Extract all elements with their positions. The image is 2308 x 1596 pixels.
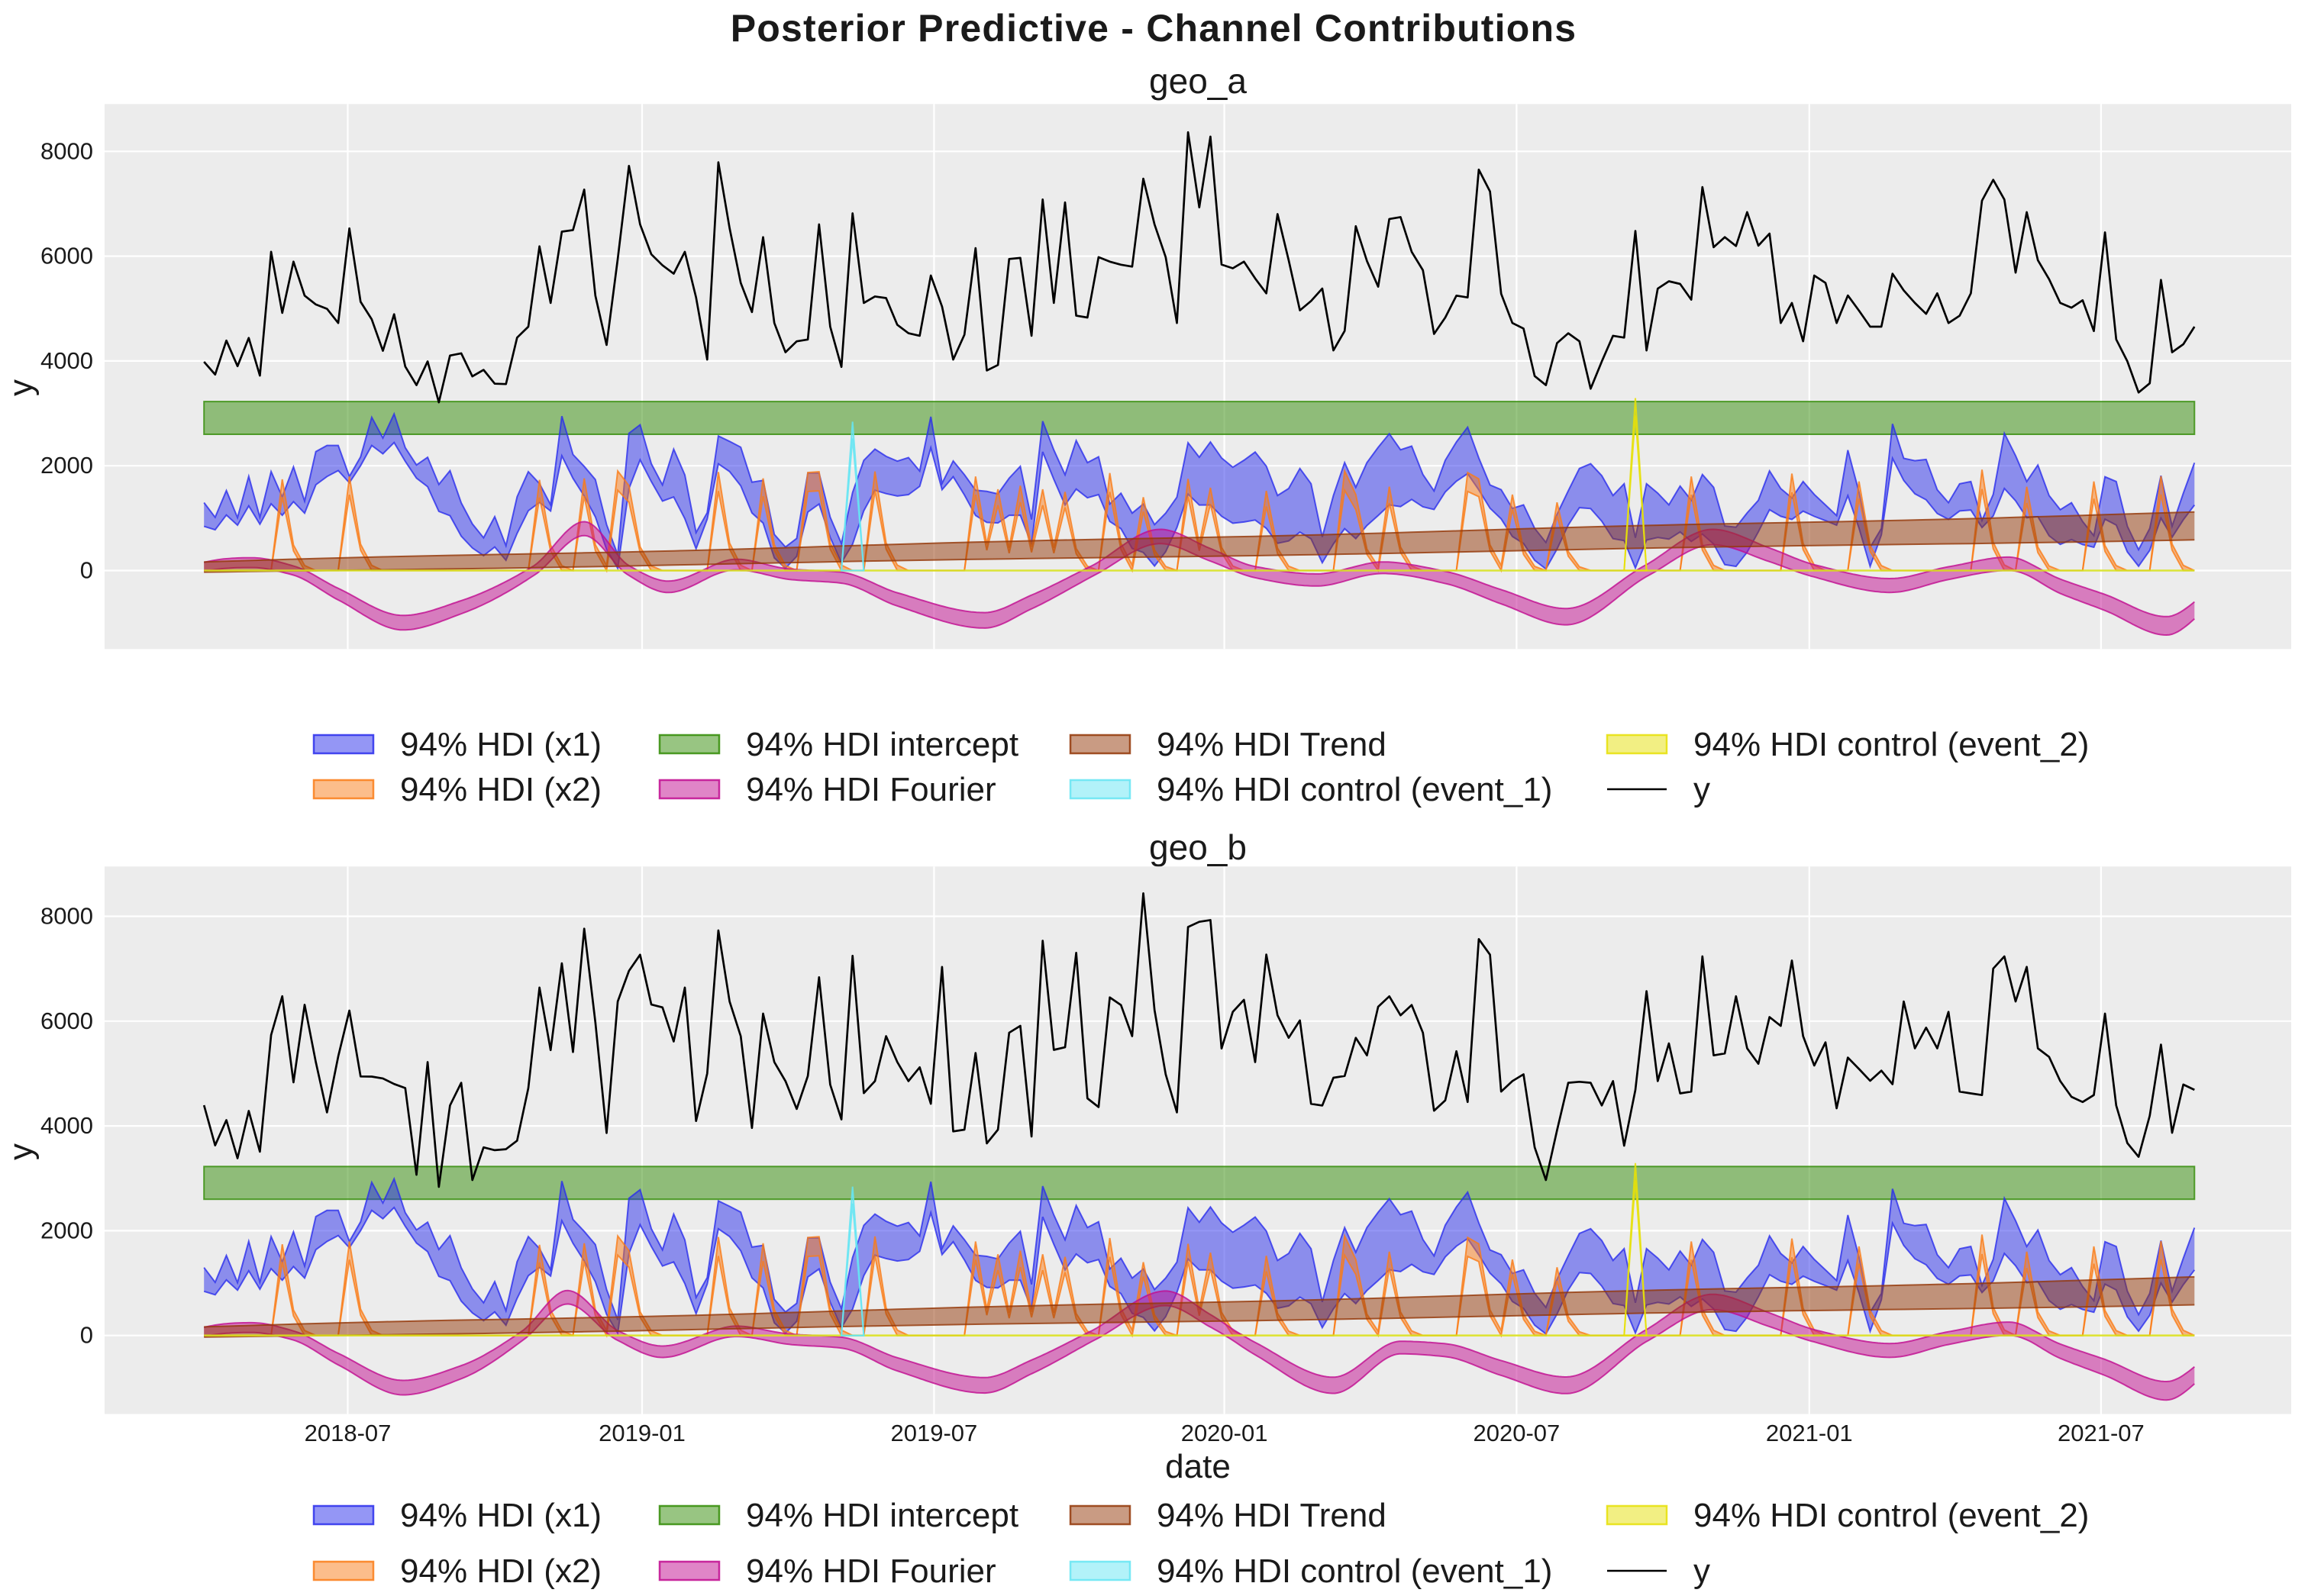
svg-text:y: y (2, 379, 40, 396)
svg-text:0: 0 (80, 557, 93, 584)
svg-text:2021-07: 2021-07 (2058, 1420, 2145, 1446)
svg-text:2000: 2000 (40, 452, 93, 479)
svg-text:94% HDI control (event_1): 94% HDI control (event_1) (1157, 771, 1552, 808)
svg-text:4000: 4000 (40, 1112, 93, 1139)
svg-text:2020-01: 2020-01 (1181, 1420, 1268, 1446)
svg-text:Posterior Predictive - Channel: Posterior Predictive - Channel Contribut… (731, 7, 1577, 50)
svg-text:geo_a: geo_a (1149, 61, 1247, 101)
svg-text:2019-01: 2019-01 (599, 1420, 686, 1446)
svg-text:94% HDI Fourier: 94% HDI Fourier (746, 771, 996, 808)
svg-text:8000: 8000 (40, 903, 93, 930)
svg-text:94% HDI control (event_2): 94% HDI control (event_2) (1693, 726, 2089, 763)
svg-text:date: date (1165, 1448, 1231, 1485)
svg-text:94% HDI Trend: 94% HDI Trend (1157, 726, 1386, 763)
svg-text:2000: 2000 (40, 1217, 93, 1243)
svg-text:94% HDI (x2): 94% HDI (x2) (400, 771, 602, 808)
svg-text:94% HDI Trend: 94% HDI Trend (1157, 1497, 1386, 1534)
svg-text:6000: 6000 (40, 243, 93, 269)
svg-text:94% HDI (x2): 94% HDI (x2) (400, 1552, 602, 1590)
svg-text:y: y (1693, 771, 1710, 808)
svg-text:94% HDI intercept: 94% HDI intercept (746, 1497, 1018, 1534)
svg-text:0: 0 (80, 1322, 93, 1349)
svg-text:y: y (1693, 1552, 1710, 1590)
svg-text:94% HDI Fourier: 94% HDI Fourier (746, 1552, 996, 1590)
svg-text:geo_b: geo_b (1149, 827, 1247, 867)
svg-text:2019-07: 2019-07 (891, 1420, 978, 1446)
svg-text:94% HDI (x1): 94% HDI (x1) (400, 726, 602, 763)
svg-text:6000: 6000 (40, 1008, 93, 1034)
svg-text:94% HDI (x1): 94% HDI (x1) (400, 1497, 602, 1534)
svg-text:2021-01: 2021-01 (1766, 1420, 1853, 1446)
svg-text:2020-07: 2020-07 (1474, 1420, 1561, 1446)
svg-text:2018-07: 2018-07 (305, 1420, 392, 1446)
svg-text:94% HDI control (event_2): 94% HDI control (event_2) (1693, 1497, 2089, 1534)
svg-text:8000: 8000 (40, 137, 93, 164)
svg-text:4000: 4000 (40, 347, 93, 374)
svg-text:y: y (2, 1143, 40, 1160)
svg-text:94% HDI control (event_1): 94% HDI control (event_1) (1157, 1552, 1552, 1590)
svg-text:94% HDI intercept: 94% HDI intercept (746, 726, 1018, 763)
